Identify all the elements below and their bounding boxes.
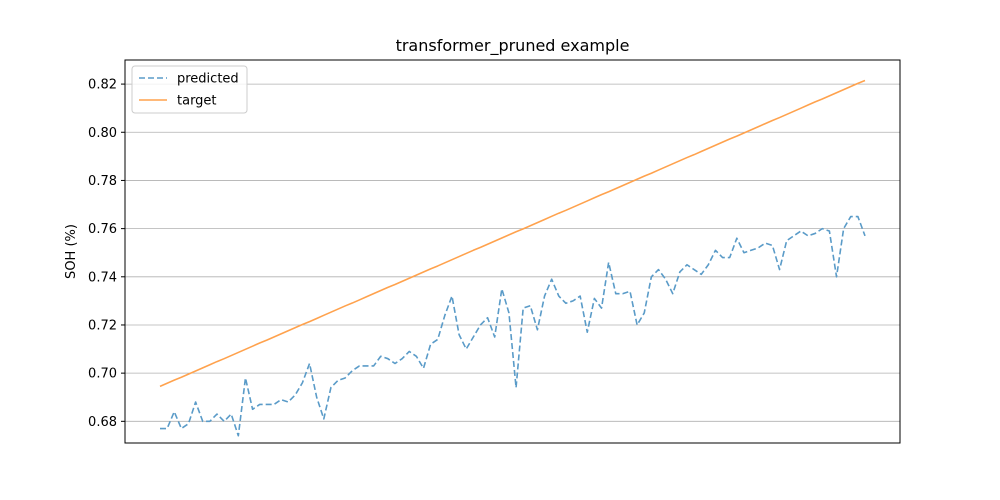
series-line-target: [159, 79, 866, 388]
legend-label-target: target: [177, 94, 217, 109]
chart-title: transformer_pruned example: [396, 36, 630, 56]
plot-series: [159, 79, 866, 437]
y-tick-label: 0.68: [88, 415, 117, 430]
y-tick-label: 0.74: [88, 270, 117, 285]
legend-label-predicted: predicted: [177, 72, 239, 87]
y-gridlines: [125, 83, 900, 422]
y-tick-label: 0.82: [88, 78, 117, 93]
y-tick-label: 0.78: [88, 174, 117, 189]
plot-area-frame: [124, 59, 901, 444]
y-tick-label: 0.72: [88, 318, 117, 333]
y-axis-label: SOH (%): [64, 224, 79, 279]
y-axis-ticks: 0.68 0.70 0.72 0.74 0.76 0.78 0.80 0.82: [88, 78, 125, 430]
y-tick-label: 0.76: [88, 222, 117, 237]
y-tick-label: 0.70: [88, 367, 117, 382]
series-line-predicted: [160, 215, 866, 437]
legend: predicted target: [131, 65, 248, 114]
y-tick-label: 0.80: [88, 126, 117, 141]
